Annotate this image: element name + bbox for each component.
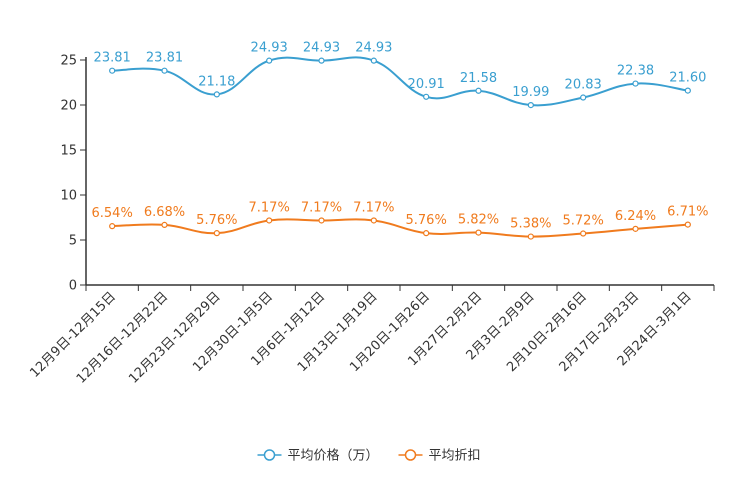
- data-point-1-7: [475, 229, 482, 236]
- series-layer: [109, 56, 691, 240]
- legend-label-0: 平均价格（万）: [288, 448, 379, 464]
- data-label-0-1: 23.81: [146, 51, 183, 66]
- data-label-0-5: 24.93: [355, 41, 392, 56]
- data-point-1-11: [684, 221, 691, 228]
- data-label-0-11: 21.60: [669, 71, 706, 86]
- data-label-0-4: 24.93: [303, 41, 340, 56]
- data-label-1-2: 5.76%: [196, 213, 237, 228]
- data-label-0-10: 22.38: [617, 64, 654, 79]
- data-label-1-4: 7.17%: [301, 200, 342, 215]
- data-point-0-4: [318, 57, 325, 64]
- series-line-1: [112, 218, 688, 238]
- data-point-0-1: [161, 67, 168, 74]
- data-point-0-3: [266, 57, 273, 64]
- data-label-0-2: 21.18: [198, 74, 235, 89]
- data-label-0-9: 20.83: [565, 78, 602, 93]
- data-point-0-8: [527, 101, 534, 109]
- data-point-0-10: [632, 80, 639, 87]
- data-label-1-7: 5.82%: [458, 213, 499, 228]
- x-tick-label-1: 12月16日-12月22日: [74, 289, 171, 386]
- data-point-1-1: [161, 221, 168, 228]
- data-point-1-5: [370, 217, 377, 224]
- data-point-0-5: [370, 57, 377, 64]
- data-point-0-2: [213, 91, 220, 98]
- data-point-0-9: [580, 94, 587, 101]
- data-label-1-0: 6.54%: [92, 206, 133, 221]
- data-label-1-11: 6.71%: [667, 205, 708, 220]
- legend-label-1: 平均折扣: [429, 449, 481, 464]
- data-label-0-7: 21.58: [460, 71, 497, 86]
- data-label-0-3: 24.93: [251, 41, 288, 56]
- legend-item-0[interactable]: 平均价格（万）: [257, 448, 379, 464]
- data-point-1-4: [318, 217, 325, 224]
- data-labels: 23.81 23.81 21.18 24.93 24.93 24.93 20.91 21.58…: [92, 41, 709, 232]
- data-label-1-5: 7.17%: [353, 200, 394, 215]
- data-label-1-6: 5.76%: [406, 213, 447, 228]
- data-point-0-7: [475, 87, 482, 94]
- data-point-0-0: [109, 67, 116, 74]
- y-tick-label-1: 5: [69, 234, 77, 249]
- y-tick-label-0: 0: [69, 279, 77, 294]
- data-point-0-11: [684, 87, 691, 94]
- data-label-1-9: 5.72%: [563, 214, 604, 229]
- y-tick-label-4: 20: [60, 99, 77, 114]
- data-label-0-8: 19.99: [512, 85, 549, 100]
- data-point-1-10: [632, 225, 639, 232]
- data-label-1-3: 7.17%: [249, 200, 290, 215]
- x-tick-label-0: 12月9日-12月15日: [27, 289, 119, 381]
- data-label-0-6: 20.91: [408, 77, 445, 92]
- data-point-1-0: [109, 223, 116, 230]
- data-point-1-8: [527, 233, 534, 240]
- x-tick-label-2: 12月23日-12月29日: [126, 289, 223, 386]
- legend-item-1[interactable]: 平均折扣: [398, 449, 481, 464]
- data-label-1-10: 6.24%: [615, 209, 656, 224]
- data-label-1-8: 5.38%: [510, 217, 551, 232]
- y-tick-label-2: 10: [60, 189, 77, 204]
- y-tick-label-3: 15: [60, 144, 77, 159]
- data-point-1-2: [213, 230, 220, 237]
- data-point-1-3: [266, 217, 273, 224]
- data-point-0-6: [423, 93, 430, 100]
- y-tick-label-5: 25: [60, 54, 77, 69]
- legend-marker-1: [404, 449, 417, 461]
- legend-marker-0: [263, 449, 276, 461]
- data-point-1-6: [423, 230, 430, 237]
- data-label-0-0: 23.81: [94, 51, 131, 66]
- data-point-1-9: [580, 230, 587, 237]
- data-label-1-1: 6.68%: [144, 205, 185, 220]
- legend[interactable]: 平均价格（万） 平均折扣: [257, 448, 481, 464]
